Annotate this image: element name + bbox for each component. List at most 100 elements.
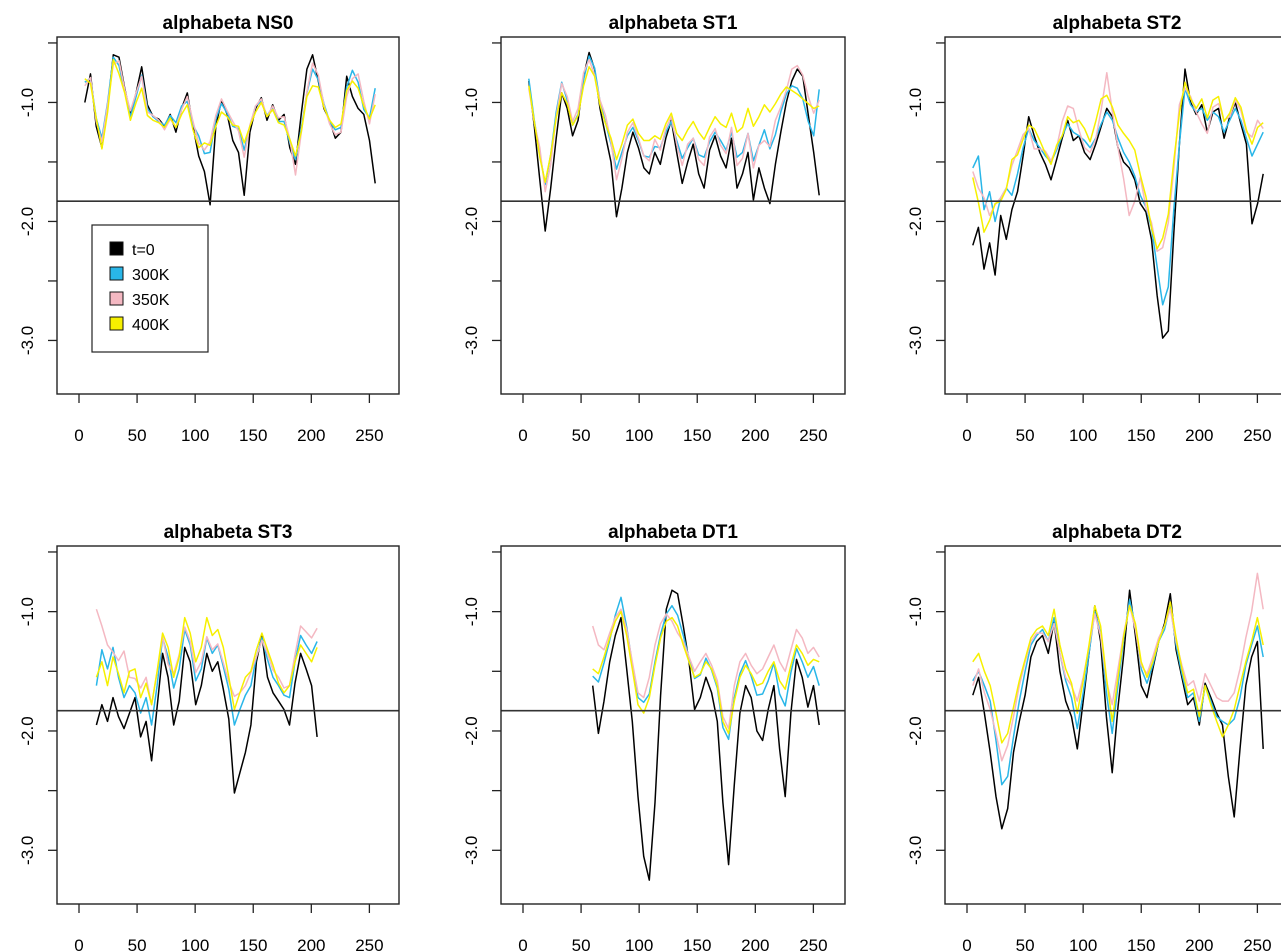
series-group (528, 51, 820, 232)
y-tick-label: -2.0 (18, 716, 37, 745)
x-tick-label: 200 (297, 426, 325, 445)
x-tick-label: 50 (572, 936, 591, 951)
x-tick-label: 250 (355, 426, 383, 445)
chart-title: alphabeta ST2 (1053, 13, 1182, 34)
y-tick-label: -3.0 (906, 836, 925, 865)
legend-swatch (109, 266, 124, 281)
series-group (591, 589, 820, 881)
legend-swatch (109, 291, 124, 306)
series-line-t-0 (95, 634, 318, 794)
x-tick-label: 250 (355, 936, 383, 951)
x-tick-label: 250 (1243, 426, 1271, 445)
plot-frame (500, 545, 846, 905)
legend-swatch (109, 316, 124, 331)
chart-title: alphabeta ST1 (609, 13, 738, 34)
chart-panel-3: alphabeta ST2 0 50 100 150 200 250 -1.0 -2.0 -3.0 (906, 13, 1281, 445)
series-line-400k (95, 616, 318, 711)
series-group (972, 68, 1264, 339)
chart-title: alphabeta NS0 (163, 13, 294, 34)
x-tick-label: 150 (239, 426, 267, 445)
y-tick-label: -2.0 (462, 207, 481, 236)
chart-panel-6: alphabeta DT2 0 50 100 150 200 250 -1.0 -2.0 -3.0 (906, 522, 1281, 951)
series-line-400k (592, 610, 820, 735)
series-line-t-0 (591, 589, 820, 881)
series-line-t-0 (972, 589, 1264, 830)
y-tick-label: -3.0 (462, 836, 481, 865)
x-tick-label: 100 (625, 936, 653, 951)
series-line-t-0 (972, 68, 1264, 339)
y-tick-label: -3.0 (18, 326, 37, 355)
y-tick-label: -1.0 (462, 597, 481, 626)
y-tick-label: -2.0 (906, 716, 925, 745)
plot-frame (56, 36, 400, 395)
x-tick-label: 150 (1127, 426, 1155, 445)
plot-frame (944, 36, 1281, 395)
series-group (95, 608, 318, 794)
x-tick-label: 250 (799, 426, 827, 445)
x-tick-label: 100 (1069, 426, 1097, 445)
chart-panel-4: alphabeta ST3 0 50 100 150 200 250 -1.0 -2.0 -3.0 (18, 522, 400, 951)
legend: t=0 300K 350K 400K (91, 224, 209, 353)
x-tick-label: 0 (74, 936, 83, 951)
y-tick-label: -1.0 (462, 88, 481, 117)
y-tick-label: -2.0 (906, 207, 925, 236)
series-line-400k (528, 66, 820, 183)
y-tick-label: -1.0 (906, 88, 925, 117)
x-tick-label: 150 (683, 426, 711, 445)
x-tick-label: 200 (1185, 936, 1213, 951)
plot-frame (944, 545, 1281, 905)
y-tick-label: -1.0 (906, 597, 925, 626)
x-tick-label: 200 (297, 936, 325, 951)
x-tick-label: 100 (181, 936, 209, 951)
x-tick-label: 0 (962, 936, 971, 951)
legend-label: 400K (132, 317, 170, 334)
series-line-t-0 (528, 51, 820, 232)
series-line-350k (972, 71, 1264, 252)
x-tick-label: 50 (1016, 426, 1035, 445)
y-tick-label: -1.0 (18, 88, 37, 117)
x-tick-label: 50 (1016, 936, 1035, 951)
y-tick-label: -3.0 (462, 326, 481, 355)
series-line-400k (972, 81, 1264, 250)
x-tick-label: 0 (518, 426, 527, 445)
series-line-400k (972, 601, 1264, 744)
chart-panel-2: alphabeta ST1 0 50 100 150 200 250 -1.0 -2.0 -3.0 (462, 13, 846, 445)
x-tick-label: 200 (741, 936, 769, 951)
series-line-350k (591, 608, 820, 730)
x-tick-label: 150 (1127, 936, 1155, 951)
x-tick-label: 250 (1243, 936, 1271, 951)
x-tick-label: 150 (239, 936, 267, 951)
chart-panel-5: alphabeta DT1 0 50 100 150 200 250 -1.0 -2.0 -3.0 (462, 522, 846, 951)
y-tick-label: -2.0 (462, 716, 481, 745)
legend-label: 350K (132, 292, 170, 309)
x-tick-label: 50 (128, 936, 147, 951)
chart-title: alphabeta ST3 (164, 522, 293, 543)
series-group (972, 572, 1264, 830)
x-tick-label: 100 (625, 426, 653, 445)
series-line-t-0 (84, 54, 376, 206)
series-group (84, 54, 376, 206)
y-tick-label: -3.0 (18, 836, 37, 865)
series-line-350k (95, 608, 318, 706)
x-tick-label: 250 (799, 936, 827, 951)
y-tick-label: -1.0 (18, 597, 37, 626)
series-line-350k (972, 572, 1264, 762)
x-tick-label: 50 (128, 426, 147, 445)
x-tick-label: 200 (1185, 426, 1213, 445)
plot-frame (500, 36, 846, 395)
legend-label: 300K (132, 267, 170, 284)
chart-panel-1: alphabeta NS0 0 50 100 150 200 250 -1.0 -2.0 -3.0… (18, 13, 400, 445)
y-tick-label: -3.0 (906, 326, 925, 355)
x-tick-label: 0 (962, 426, 971, 445)
chart-title: alphabeta DT1 (608, 522, 738, 543)
series-line-350k (528, 58, 820, 193)
x-tick-label: 50 (572, 426, 591, 445)
x-tick-label: 200 (741, 426, 769, 445)
chart-title: alphabeta DT2 (1052, 522, 1182, 543)
series-line-300k (972, 87, 1264, 306)
x-tick-label: 0 (74, 426, 83, 445)
x-tick-label: 100 (1069, 936, 1097, 951)
x-tick-label: 150 (683, 936, 711, 951)
x-tick-label: 0 (518, 936, 527, 951)
